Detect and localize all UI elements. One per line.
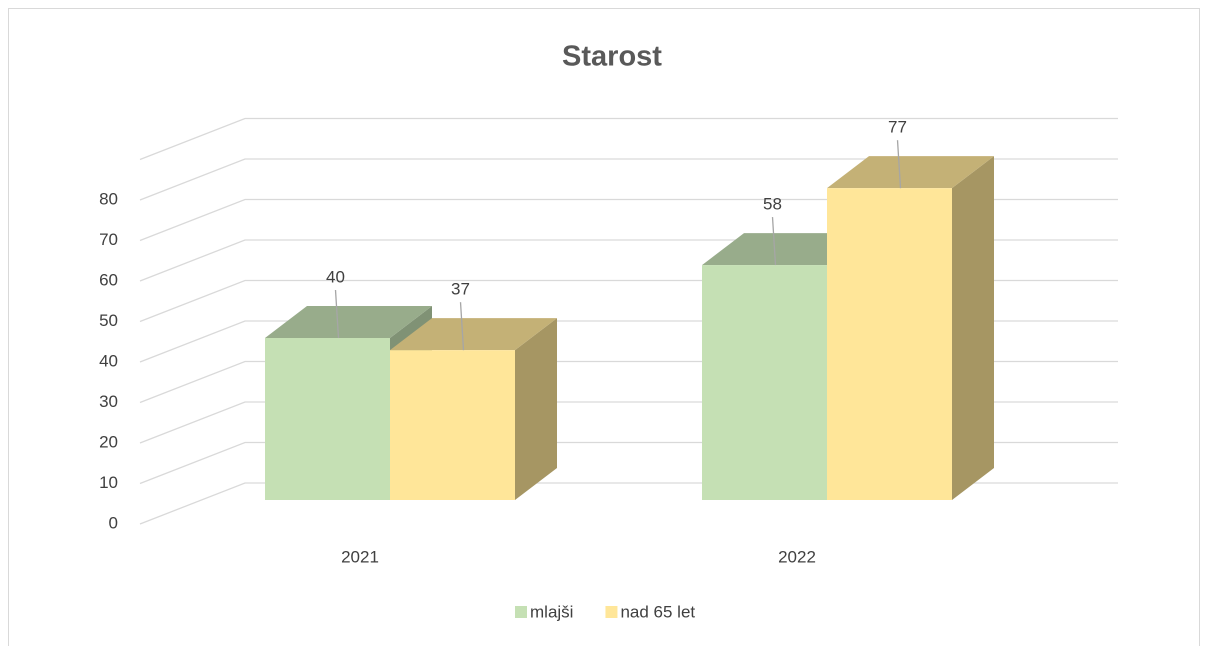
y-tick-label: 60	[99, 270, 118, 289]
chart-title: Starost	[562, 41, 662, 73]
legend-label: nad 65 let	[620, 602, 695, 621]
grid-line	[139, 117, 1118, 161]
bar	[265, 338, 390, 500]
legend-label: mlajši	[530, 602, 573, 621]
bar-top	[827, 156, 994, 189]
y-tick-label: 20	[99, 432, 118, 451]
bar-side	[952, 156, 994, 500]
grid-line	[139, 158, 1118, 201]
bar	[827, 188, 952, 500]
y-tick-label: 70	[99, 230, 118, 249]
data-label: 40	[326, 267, 345, 286]
bar-top	[265, 306, 432, 338]
legend-swatch	[515, 606, 527, 618]
legend-swatch	[605, 606, 618, 618]
label-leader	[334, 289, 340, 339]
label-leader	[459, 302, 465, 351]
y-tick-label: 40	[99, 351, 118, 370]
y-tick-label: 10	[99, 473, 118, 492]
bar-side	[515, 318, 557, 500]
y-tick-label: 50	[99, 311, 118, 330]
label-leader	[896, 140, 902, 189]
label-leader	[771, 217, 777, 266]
x-tick-label: 2021	[341, 547, 379, 566]
y-tick-label: 80	[99, 189, 118, 208]
bar-top	[390, 318, 557, 351]
x-tick-label: 2022	[778, 547, 816, 566]
y-tick-label: 0	[109, 513, 118, 532]
chart-frame	[8, 8, 1200, 646]
y-tick-label: 30	[99, 392, 118, 411]
bar	[390, 350, 515, 500]
data-label: 77	[888, 118, 907, 137]
bar	[702, 265, 827, 500]
data-label: 58	[763, 195, 782, 214]
data-label: 37	[451, 280, 470, 299]
